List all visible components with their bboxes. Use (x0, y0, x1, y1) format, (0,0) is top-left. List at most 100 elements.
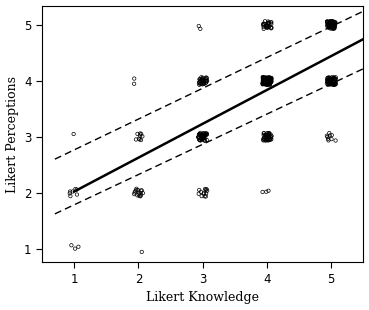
Point (203, 80, 209, 85)
Point (329, 22, 335, 27)
Point (197, 138, 203, 143)
Point (203, 80, 209, 85)
Point (332, 25, 338, 30)
Point (327, 24, 332, 29)
Point (331, 26, 337, 31)
Point (329, 19, 335, 24)
Point (261, 26, 267, 31)
X-axis label: Likert Knowledge: Likert Knowledge (146, 291, 259, 304)
Point (330, 22, 335, 27)
Point (326, 20, 332, 25)
Point (332, 79, 338, 84)
Point (74, 187, 80, 192)
Point (266, 137, 272, 142)
Point (327, 75, 333, 80)
Point (74, 192, 80, 197)
Point (263, 78, 269, 83)
Point (260, 81, 266, 86)
Point (269, 75, 275, 80)
Point (268, 79, 274, 84)
Point (324, 20, 330, 24)
Point (197, 77, 203, 82)
Point (266, 132, 272, 137)
Point (264, 78, 270, 83)
Point (75, 244, 81, 249)
Point (262, 76, 268, 81)
Point (263, 80, 269, 85)
Point (326, 24, 332, 29)
Point (262, 132, 268, 137)
Point (201, 135, 207, 140)
Point (328, 81, 334, 86)
Point (266, 131, 272, 135)
Point (135, 188, 141, 193)
Point (132, 190, 138, 195)
Point (262, 82, 268, 87)
Point (332, 80, 338, 85)
Point (268, 22, 274, 27)
Point (267, 82, 273, 87)
Point (262, 81, 268, 86)
Point (134, 186, 139, 191)
Point (261, 78, 266, 82)
Point (331, 79, 337, 84)
Point (331, 19, 337, 24)
Point (264, 76, 270, 81)
Point (326, 78, 332, 82)
Point (265, 21, 271, 26)
Point (139, 134, 145, 139)
Point (328, 19, 334, 24)
Point (261, 78, 266, 83)
Point (332, 22, 338, 27)
Point (330, 80, 336, 85)
Point (263, 78, 269, 83)
Point (204, 132, 210, 137)
Point (137, 133, 143, 138)
Point (330, 78, 336, 82)
Point (268, 77, 274, 82)
Point (261, 132, 267, 137)
Point (199, 132, 205, 137)
Point (327, 19, 332, 24)
Point (266, 138, 272, 143)
Point (203, 131, 209, 136)
Point (326, 80, 332, 85)
Point (261, 82, 267, 86)
Point (268, 76, 274, 81)
Point (203, 132, 209, 137)
Point (202, 132, 208, 137)
Point (265, 82, 270, 87)
Point (325, 78, 331, 83)
Point (330, 79, 336, 84)
Point (265, 77, 270, 82)
Point (263, 135, 269, 140)
Point (136, 190, 142, 195)
Point (263, 24, 269, 29)
Point (263, 132, 269, 137)
Point (263, 189, 269, 194)
Point (261, 78, 267, 82)
Point (267, 77, 273, 82)
Point (265, 82, 271, 87)
Point (261, 135, 267, 140)
Point (325, 79, 331, 84)
Point (326, 82, 332, 86)
Point (330, 79, 335, 84)
Point (200, 135, 206, 140)
Point (330, 26, 335, 31)
Point (266, 188, 272, 193)
Point (202, 138, 208, 143)
Point (204, 137, 210, 142)
Point (199, 136, 205, 141)
Point (332, 82, 338, 87)
Point (261, 131, 267, 135)
Point (68, 194, 73, 199)
Point (267, 75, 273, 80)
Point (196, 132, 202, 137)
Point (268, 79, 274, 84)
Point (328, 79, 334, 84)
Point (264, 81, 270, 86)
Point (262, 78, 268, 82)
Point (200, 82, 206, 87)
Point (139, 188, 145, 193)
